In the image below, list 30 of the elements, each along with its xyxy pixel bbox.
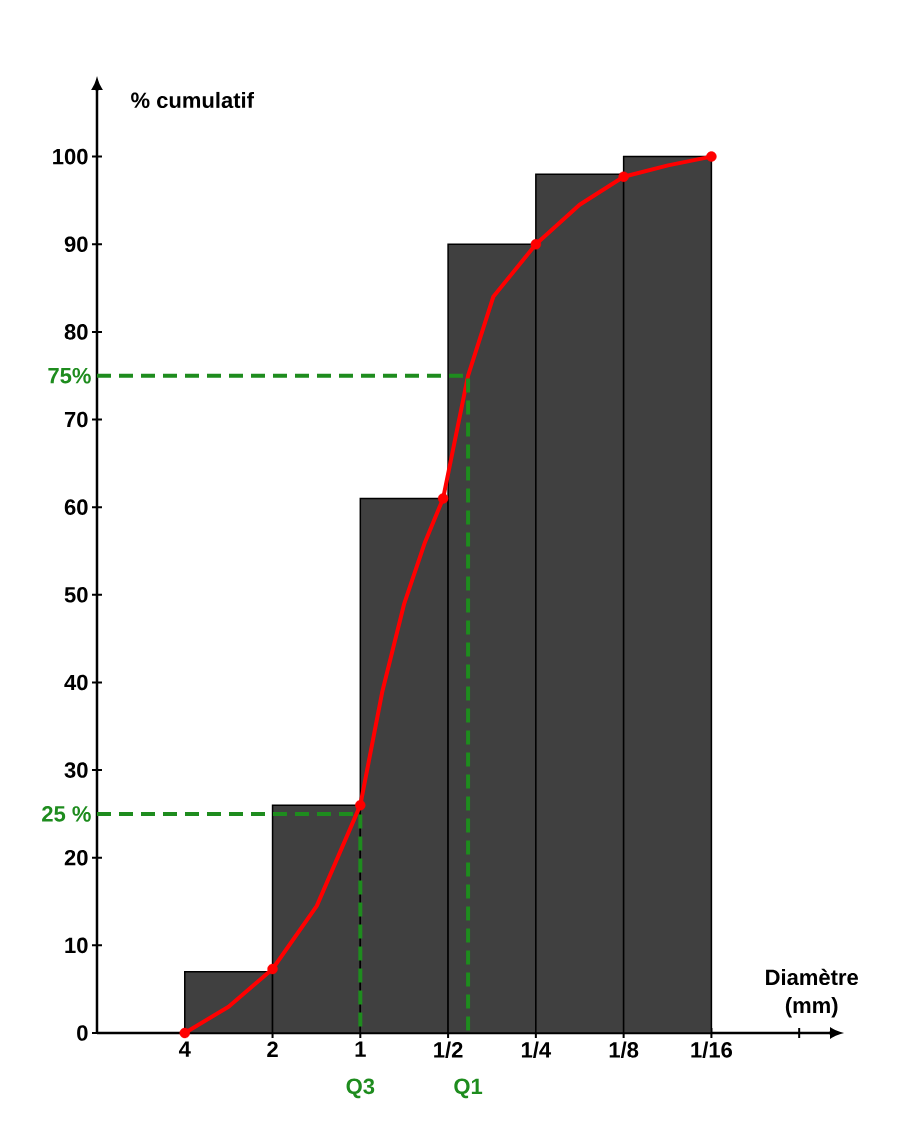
point bbox=[179, 1027, 190, 1039]
annotation: 75% bbox=[48, 367, 91, 384]
y-tick-label: 0 bbox=[77, 1025, 88, 1041]
y-tick-label: 50 bbox=[64, 587, 88, 603]
y-tick-label: 30 bbox=[64, 762, 88, 778]
y-tick-label: 100 bbox=[53, 148, 88, 165]
point bbox=[355, 799, 366, 811]
y-tick-label: 90 bbox=[64, 236, 88, 253]
x-tick-label: 1/16 bbox=[691, 1041, 733, 1058]
x-tick-label: 1/8 bbox=[609, 1041, 639, 1058]
point bbox=[618, 171, 629, 182]
y-tick-label: 20 bbox=[64, 849, 88, 866]
y-axis-title: % cumulatif bbox=[131, 91, 255, 109]
x-tick-label: 4 bbox=[178, 1041, 191, 1057]
y-tick-label: 70 bbox=[64, 411, 88, 428]
point bbox=[706, 151, 717, 162]
y-tick-label: 10 bbox=[65, 937, 88, 954]
y-tick-label: 60 bbox=[64, 499, 88, 515]
x-axis-title: Diamètre (mm) bbox=[766, 968, 858, 1018]
x-tick-label: 1/4 bbox=[521, 1041, 552, 1058]
y-tick-label: 80 bbox=[64, 324, 88, 340]
x-tick-label: 2 bbox=[267, 1041, 278, 1057]
point bbox=[267, 963, 278, 975]
annotation: Q3 bbox=[346, 1078, 375, 1099]
x-tick-label: 1/2 bbox=[434, 1041, 463, 1058]
x-tick-label: 1 bbox=[355, 1041, 366, 1057]
y-tick-label: 40 bbox=[64, 674, 88, 691]
point bbox=[530, 239, 542, 250]
annotation: Q1 bbox=[454, 1078, 483, 1099]
annotation: 25 % bbox=[42, 806, 91, 822]
